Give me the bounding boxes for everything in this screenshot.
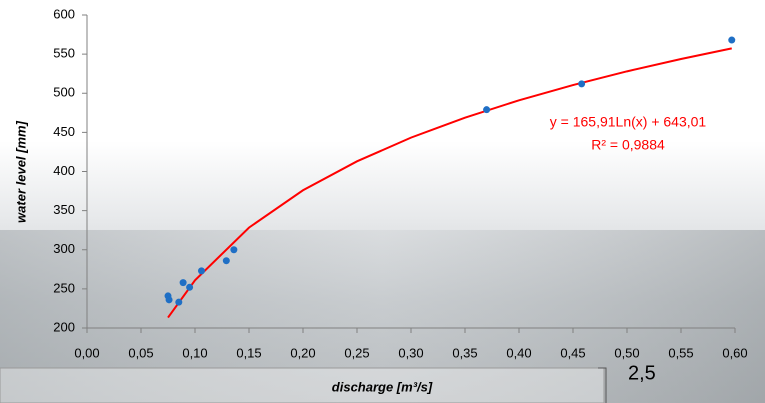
data-point [728,36,736,44]
y-tick-label: 600 [53,6,75,21]
background-photo [0,230,765,403]
x-tick-label: 0,50 [614,345,639,360]
x-tick-label: 0,05 [128,345,153,360]
r-squared: R² = 0,9884 [591,137,665,153]
x-tick-label: 0,15 [236,345,261,360]
y-tick-label: 450 [53,124,75,139]
x-tick-label: 0,60 [722,345,747,360]
y-axis-label: water level [mm] [13,120,28,223]
y-tick-label: 400 [53,163,75,178]
x-tick-label: 0,25 [344,345,369,360]
y-tick-label: 350 [53,202,75,217]
data-point [222,257,230,265]
trendline [167,47,732,319]
data-point [483,106,491,114]
data-point [578,80,586,88]
bracket [598,367,607,403]
data-point [230,246,238,254]
x-tick-label: 0,30 [398,345,423,360]
annotation: 2,5 [628,362,656,384]
label-box [0,367,605,403]
trendline-equation: y = 165,91Ln(x) + 643,01 [550,114,707,130]
y-tick-label: 250 [53,280,75,295]
y-tick-label: 200 [53,319,75,334]
x-tick-label: 0,00 [74,345,99,360]
x-tick-label: 0,35 [452,345,477,360]
x-tick-label: 0,45 [560,345,585,360]
data-point [197,267,205,275]
x-tick-label: 0,40 [506,345,531,360]
data-point [179,279,187,287]
y-tick-label: 550 [53,46,75,61]
x-axis-label: discharge [m³/s] [332,379,433,394]
x-tick-label: 0,10 [182,345,207,360]
x-tick-label: 0,20 [290,345,315,360]
y-tick-label: 300 [53,241,75,256]
data-point [175,298,183,306]
x-tick-label: 0,55 [668,345,693,360]
data-point [165,296,173,304]
data-point [186,283,194,291]
y-tick-label: 500 [53,85,75,100]
